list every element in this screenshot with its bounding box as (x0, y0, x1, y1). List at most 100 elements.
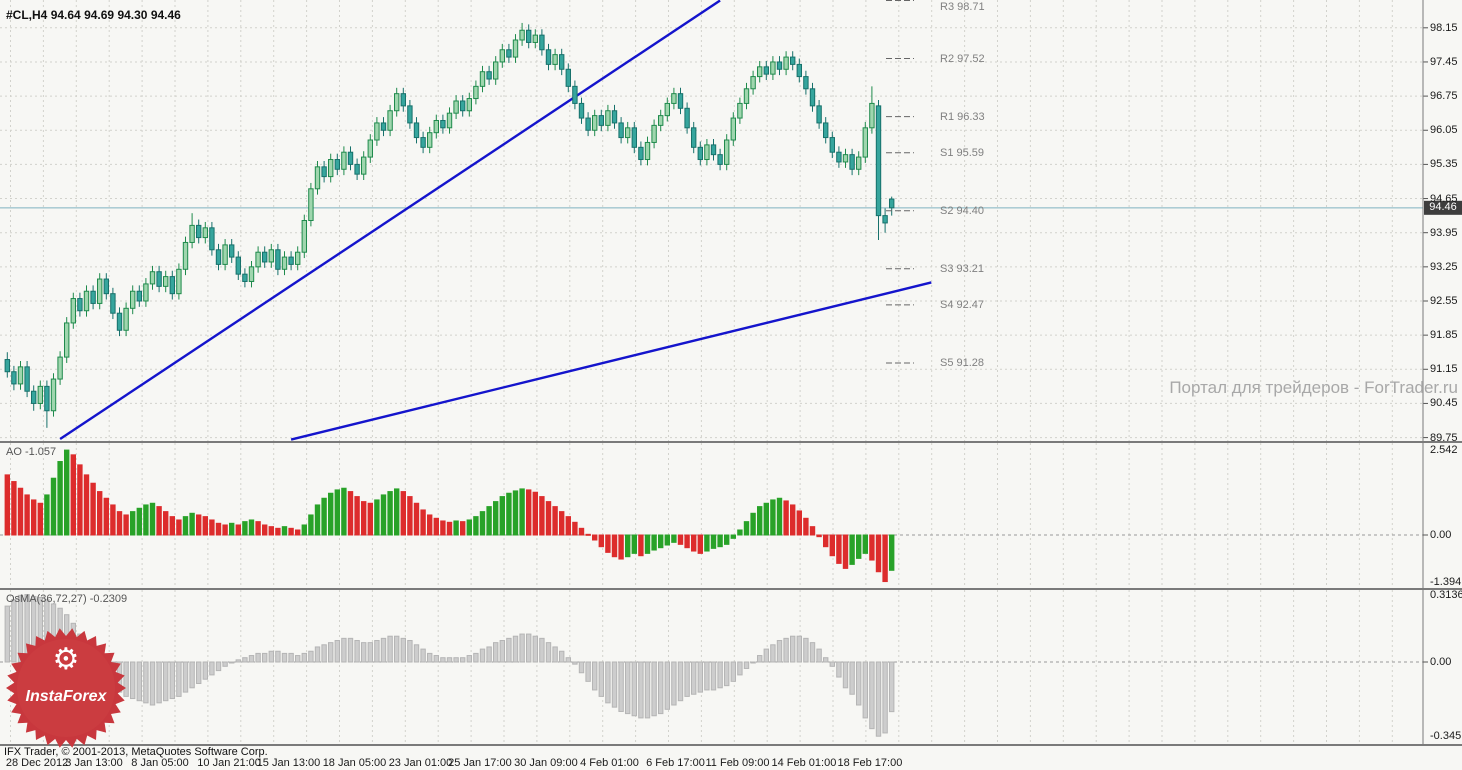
bar-open: 94.64 (50, 8, 81, 22)
osma-chart-bar (321, 644, 327, 663)
candle (57, 356, 63, 380)
osma-chart-bar (215, 661, 222, 672)
osma-chart-bar (189, 661, 195, 689)
ao-chart-bar (37, 502, 43, 536)
candle (743, 88, 750, 104)
ao-chart-bar (677, 534, 684, 545)
osma-chart-bar (526, 633, 532, 663)
trendline[interactable] (59, 0, 721, 441)
time-axis-label: 11 Feb 09:00 (705, 757, 770, 769)
osma-chart-bar (196, 661, 202, 684)
ao-chart-bar (400, 491, 407, 536)
candle (281, 256, 288, 270)
osma-chart-bar (862, 661, 868, 719)
ao-chart-bar (479, 511, 486, 536)
candle (90, 290, 96, 304)
candle (836, 151, 842, 163)
time-axis-label: 28 Dec 2012 (5, 757, 69, 769)
panel-separator[interactable] (0, 441, 1462, 443)
osma-chart-bar (783, 637, 789, 663)
ao-chart-bar (196, 514, 202, 536)
ao-chart-bar (413, 502, 420, 536)
osma-chart-bar (519, 633, 525, 663)
ao-chart-bar (829, 534, 835, 557)
candle (314, 166, 321, 190)
ao-chart-bar (163, 511, 169, 536)
main-price-chart[interactable] (0, 0, 1462, 441)
time-axis-label: 23 Jan 01:00 (388, 757, 453, 769)
osma-chart-bar (856, 661, 862, 706)
candle (552, 54, 558, 65)
osma-chart-bar (143, 661, 149, 704)
ao-chart-bar (380, 494, 387, 536)
candle (77, 298, 83, 312)
candle (262, 251, 268, 263)
candle (578, 102, 585, 119)
osma-chart-bar (262, 652, 268, 663)
ao-chart-bar (691, 534, 697, 552)
ao-chart-bar (90, 482, 96, 536)
osma-chart-bar (790, 635, 796, 663)
panel-separator[interactable] (0, 588, 1462, 590)
ao-chart-bar (783, 500, 789, 536)
osma-chart-bar (578, 661, 585, 674)
osma-chart-bar (724, 661, 730, 687)
candle (677, 93, 684, 109)
osma-chart-bar (288, 652, 294, 663)
ao-chart-bar (638, 534, 644, 557)
ao-chart-bar (229, 522, 235, 536)
candle (618, 122, 624, 139)
instaforex-logo (6, 628, 126, 748)
candle (182, 241, 189, 270)
candle (651, 124, 657, 143)
ao-chart-bar (394, 488, 400, 536)
panel-separator[interactable] (0, 744, 1462, 746)
osma-chart-bar (380, 637, 387, 663)
osma-chart-bar (374, 640, 380, 663)
candle (856, 156, 862, 170)
ao-chart-bar (334, 489, 341, 536)
time-axis-label: 30 Jan 09:00 (514, 757, 578, 769)
candle (248, 266, 255, 282)
time-axis-label: 6 Feb 17:00 (646, 757, 705, 769)
candle (717, 154, 723, 165)
osma-chart-bar (479, 648, 486, 663)
osma-chart-bar (440, 657, 446, 663)
ao-chart-bar (618, 534, 624, 560)
osma-chart-bar (592, 661, 598, 691)
osma-chart-bar (545, 642, 552, 663)
osma-chart-bar (697, 661, 703, 693)
ao-chart-bar (724, 534, 730, 545)
candle (506, 49, 512, 58)
candle (31, 390, 37, 404)
candle (149, 271, 156, 285)
osma-chart-bar (565, 657, 571, 663)
osma-chart-bar (136, 661, 143, 702)
osma-chart-bar (347, 637, 354, 663)
osma-chart-bar (757, 655, 763, 663)
osma-indicator-panel[interactable] (0, 590, 1462, 744)
osma-chart-bar (202, 661, 209, 680)
ao-chart-bar (367, 502, 374, 536)
candle (691, 127, 697, 148)
candle (526, 29, 532, 43)
candle (156, 271, 162, 287)
candle (275, 249, 281, 270)
ao-chart-bar (625, 534, 631, 558)
osma-chart-bar (842, 661, 849, 689)
ao-indicator-panel[interactable] (0, 443, 1462, 588)
candle (413, 122, 420, 139)
ao-chart-bar (823, 534, 829, 548)
osma-chart-bar (407, 640, 413, 663)
osma-chart-bar (17, 594, 24, 663)
time-axis[interactable]: 28 Dec 2012 3 Jan 13:00 8 Jan 05:00 10 Jan … (0, 746, 1462, 770)
ao-chart-bar (889, 534, 895, 571)
candle (625, 127, 631, 139)
trendline[interactable] (290, 281, 932, 441)
ao-chart-bar (757, 506, 763, 536)
ao-chart-bar (321, 497, 327, 536)
osma-chart-bar (314, 646, 321, 663)
osma-chart-bar (301, 652, 308, 663)
candle (235, 256, 242, 275)
time-axis-label: 18 Jan 05:00 (322, 757, 387, 769)
